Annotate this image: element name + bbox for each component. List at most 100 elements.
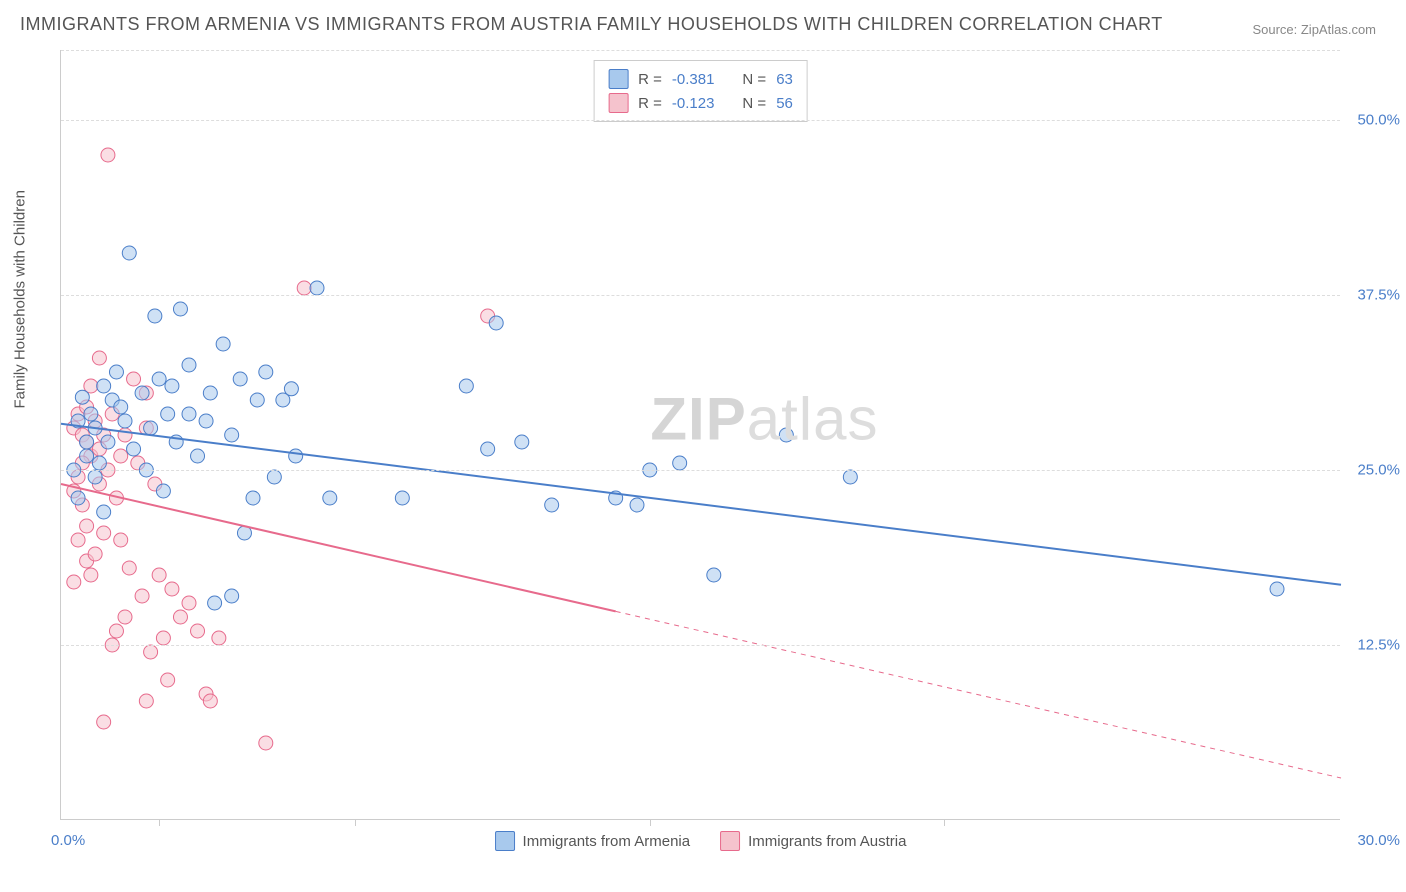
data-point (165, 582, 179, 596)
x-tick-label: 30.0% (1357, 832, 1400, 849)
legend-swatch-armenia-bottom (495, 831, 515, 851)
data-point (114, 533, 128, 547)
data-point (88, 470, 102, 484)
legend-n-label: N = (742, 95, 766, 112)
legend-r-label: R = (638, 71, 662, 88)
data-point (139, 694, 153, 708)
data-point (101, 148, 115, 162)
x-tick-label: 0.0% (51, 832, 85, 849)
data-point (80, 519, 94, 533)
data-point (515, 435, 529, 449)
y-tick-label: 12.5% (1357, 637, 1400, 654)
data-point (489, 316, 503, 330)
data-point (459, 379, 473, 393)
data-point (323, 491, 337, 505)
data-point (71, 491, 85, 505)
data-point (114, 400, 128, 414)
data-point (1270, 582, 1284, 596)
source-attribution: Source: ZipAtlas.com (1252, 22, 1376, 37)
data-point (310, 281, 324, 295)
data-point (545, 498, 559, 512)
legend-row-armenia: R = -0.381 N = 63 (608, 67, 793, 91)
data-point (84, 568, 98, 582)
data-point (284, 382, 298, 396)
data-point (182, 596, 196, 610)
data-point (156, 631, 170, 645)
data-point (135, 589, 149, 603)
data-point (267, 470, 281, 484)
data-point (101, 435, 115, 449)
y-tick-label: 37.5% (1357, 287, 1400, 304)
data-point (114, 449, 128, 463)
data-point (67, 575, 81, 589)
gridline (61, 645, 1340, 646)
data-point (199, 414, 213, 428)
data-point (152, 372, 166, 386)
x-tick (650, 819, 651, 826)
data-point (173, 610, 187, 624)
data-point (203, 694, 217, 708)
data-point (75, 390, 89, 404)
legend-item-austria: Immigrants from Austria (720, 831, 906, 851)
chart-title: IMMIGRANTS FROM ARMENIA VS IMMIGRANTS FR… (20, 14, 1163, 35)
data-point (203, 386, 217, 400)
data-point (191, 624, 205, 638)
legend-n-value-austria: 56 (776, 95, 793, 112)
data-point (122, 561, 136, 575)
data-point (843, 470, 857, 484)
data-point (233, 372, 247, 386)
data-point (250, 393, 264, 407)
data-point (216, 337, 230, 351)
data-point (225, 589, 239, 603)
legend-r-label: R = (638, 95, 662, 112)
x-tick (944, 819, 945, 826)
data-point (118, 414, 132, 428)
gridline (61, 120, 1340, 121)
data-point (297, 281, 311, 295)
scatter-svg (61, 50, 1341, 820)
data-point (225, 428, 239, 442)
legend-swatch-armenia (608, 69, 628, 89)
data-point (144, 421, 158, 435)
data-point (182, 358, 196, 372)
gridline (61, 295, 1340, 296)
data-point (212, 631, 226, 645)
data-point (173, 302, 187, 316)
data-point (152, 568, 166, 582)
legend-swatch-austria (608, 93, 628, 113)
y-tick-label: 50.0% (1357, 112, 1400, 129)
legend-correlation: R = -0.381 N = 63 R = -0.123 N = 56 (593, 60, 808, 122)
data-point (259, 365, 273, 379)
gridline (61, 470, 1340, 471)
legend-series: Immigrants from Armenia Immigrants from … (495, 831, 907, 851)
data-point (246, 491, 260, 505)
legend-r-value-austria: -0.123 (672, 95, 715, 112)
data-point (630, 498, 644, 512)
x-tick (159, 819, 160, 826)
gridline (61, 50, 1340, 51)
data-point (97, 526, 111, 540)
data-point (135, 386, 149, 400)
data-point (118, 610, 132, 624)
legend-label-armenia: Immigrants from Armenia (523, 833, 691, 850)
data-point (182, 407, 196, 421)
data-point (161, 673, 175, 687)
chart-plot: ZIPatlas R = -0.381 N = 63 R = -0.123 N … (60, 50, 1340, 820)
y-axis-label: Family Households with Children (12, 190, 29, 408)
data-point (156, 484, 170, 498)
data-point (97, 379, 111, 393)
data-point (88, 547, 102, 561)
data-point (395, 491, 409, 505)
trend-line-dashed (616, 611, 1341, 778)
data-point (127, 372, 141, 386)
data-point (289, 449, 303, 463)
chart-area: ZIPatlas R = -0.381 N = 63 R = -0.123 N … (60, 50, 1340, 820)
legend-n-value-armenia: 63 (776, 71, 793, 88)
data-point (707, 568, 721, 582)
data-point (191, 449, 205, 463)
data-point (71, 533, 85, 547)
data-point (97, 505, 111, 519)
data-point (148, 309, 162, 323)
legend-swatch-austria-bottom (720, 831, 740, 851)
data-point (161, 407, 175, 421)
